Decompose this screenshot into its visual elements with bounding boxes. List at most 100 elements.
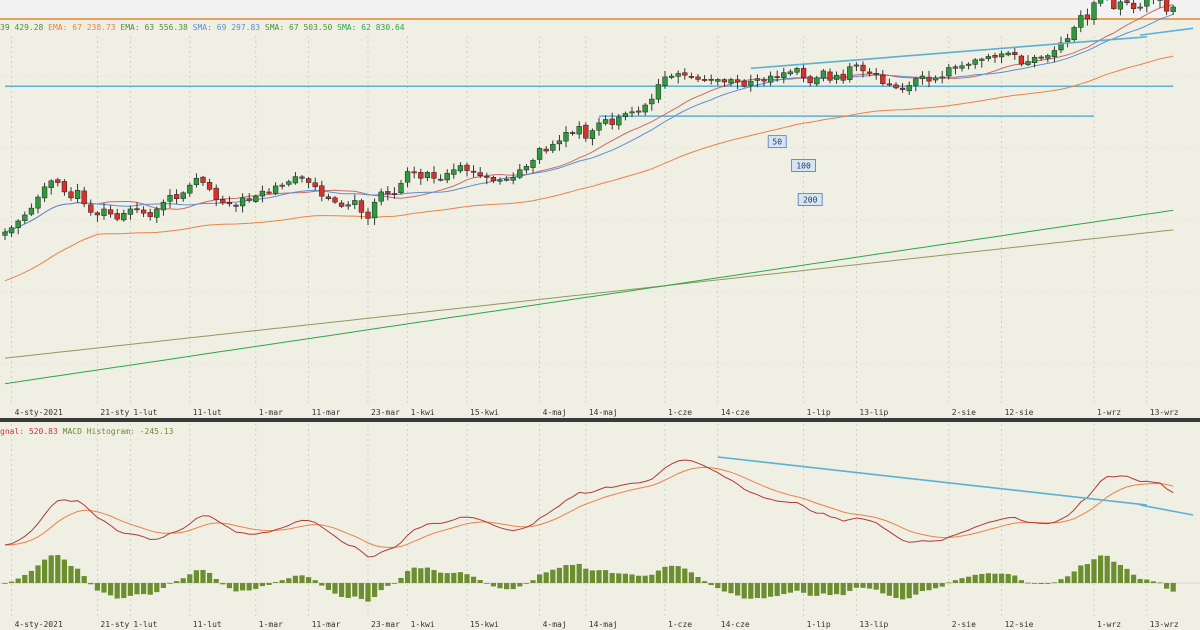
candle-bear bbox=[312, 182, 318, 188]
histogram-bar bbox=[431, 570, 437, 583]
price-x-tick-label: 1-wrz bbox=[1097, 408, 1121, 417]
histogram-bar bbox=[75, 568, 81, 583]
candle-bull bbox=[1064, 38, 1071, 43]
price-x-tick-label: 14-maj bbox=[589, 408, 618, 417]
histogram-bar bbox=[1084, 564, 1090, 583]
candle-bear bbox=[134, 208, 140, 211]
histogram-bar bbox=[1117, 564, 1123, 583]
price-trend-line[interactable] bbox=[1140, 27, 1194, 36]
macd-panel[interactable]: gnal: 520.83 MACD Histogram: -245.13 4-s… bbox=[0, 422, 1200, 630]
histogram-bar bbox=[1157, 582, 1163, 584]
histogram-bar bbox=[1058, 579, 1064, 583]
histogram-bar bbox=[1098, 555, 1104, 583]
macd-x-tick-label: 11-mar bbox=[312, 620, 341, 629]
candle-bear bbox=[893, 84, 899, 89]
histogram-bar bbox=[1104, 555, 1110, 583]
candle-bull bbox=[292, 176, 299, 184]
histogram-bar bbox=[141, 583, 147, 595]
histogram-bar bbox=[147, 583, 153, 595]
histogram-bar bbox=[886, 583, 892, 596]
candle-bear bbox=[477, 172, 483, 176]
candle-bull bbox=[906, 85, 912, 92]
macd-x-tick-label: 2-sie bbox=[952, 620, 976, 629]
candle-bear bbox=[569, 132, 576, 134]
candle-bull bbox=[510, 177, 516, 181]
histogram-bar bbox=[999, 573, 1005, 583]
candle-bear bbox=[464, 164, 470, 171]
price-x-tick-label: 12-sie bbox=[1005, 408, 1034, 417]
macd-trend-line[interactable] bbox=[1140, 504, 1194, 516]
candle-bear bbox=[55, 179, 61, 183]
candle-bear bbox=[391, 193, 398, 195]
histogram-bar bbox=[259, 583, 265, 587]
histogram-bar bbox=[847, 583, 853, 591]
histogram-bar bbox=[1005, 573, 1011, 583]
price-x-tick-label: 1-lut bbox=[133, 408, 157, 417]
price-x-tick-label: 1-kwi bbox=[411, 408, 435, 417]
histogram-bar bbox=[893, 583, 899, 598]
candle-bull bbox=[939, 76, 945, 79]
candle-bear bbox=[800, 68, 807, 78]
histogram-bar bbox=[504, 583, 510, 590]
price-legend-item: SMA: 62 830.64 bbox=[337, 23, 405, 32]
price-trend-line[interactable] bbox=[750, 36, 1147, 70]
histogram-bar bbox=[629, 574, 635, 583]
macd-trend-line[interactable] bbox=[717, 456, 1147, 506]
candle-bull bbox=[121, 212, 127, 221]
candle-bear bbox=[490, 177, 497, 182]
candle-bull bbox=[1031, 57, 1038, 64]
price-x-tick-label: 21-sty bbox=[100, 408, 129, 417]
histogram-bar bbox=[55, 555, 61, 583]
macd-trend-lines[interactable] bbox=[717, 456, 1194, 516]
candle-bull bbox=[748, 80, 754, 86]
histogram-bar bbox=[530, 580, 536, 583]
macd-x-tick-label: 4-maj bbox=[543, 620, 567, 629]
price-x-tick-label: 23-mar bbox=[371, 408, 400, 417]
candle-bear bbox=[140, 209, 147, 214]
candle-bear bbox=[860, 64, 866, 72]
candle-bear bbox=[695, 76, 701, 80]
candle-bull bbox=[2, 231, 8, 236]
histogram-bar bbox=[939, 583, 945, 587]
candle-bull bbox=[662, 76, 668, 86]
candle-bull bbox=[497, 179, 503, 182]
histogram-bar bbox=[391, 583, 397, 584]
candle-bull bbox=[187, 184, 193, 194]
candle-bull bbox=[8, 227, 15, 234]
price-x-tick-label: 4-maj bbox=[543, 408, 567, 417]
histogram-bar bbox=[88, 583, 94, 585]
histogram-bar bbox=[292, 575, 298, 583]
histogram-bar bbox=[233, 583, 239, 592]
candle-bear bbox=[220, 199, 226, 204]
histogram-bar bbox=[596, 570, 602, 583]
candle-bull bbox=[550, 143, 556, 151]
histogram-bar bbox=[919, 583, 925, 592]
candle-bull bbox=[635, 110, 642, 113]
candle-bear bbox=[992, 55, 998, 58]
ma-line-sma-20 bbox=[4, 13, 1174, 233]
price-legend-item: 39 429.28 bbox=[0, 23, 48, 32]
histogram-bar bbox=[741, 583, 747, 599]
histogram-bar bbox=[48, 555, 54, 583]
candle-bear bbox=[1130, 2, 1137, 9]
panel-separator[interactable] bbox=[0, 418, 1200, 422]
candle-bull bbox=[503, 178, 510, 181]
histogram-bar bbox=[794, 583, 800, 591]
price-panel[interactable]: 50 100 200 39 429.28 EMA: 67 238.73 EMA: 6… bbox=[0, 0, 1200, 418]
candle-bear bbox=[246, 198, 252, 201]
histogram-bar bbox=[1131, 574, 1137, 583]
candle-bull bbox=[1137, 6, 1143, 9]
candle-bear bbox=[61, 181, 68, 193]
candle-bear bbox=[1111, 0, 1117, 9]
ma-period-label-box bbox=[791, 159, 816, 172]
histogram-bar bbox=[193, 570, 199, 583]
histogram-bar bbox=[801, 583, 807, 593]
macd-x-tick-label: 12-sie bbox=[1005, 620, 1034, 629]
candle-bull bbox=[972, 59, 978, 65]
price-trend-lines[interactable] bbox=[750, 27, 1194, 70]
candle-bull bbox=[589, 130, 596, 139]
macd-x-tick-label: 21-sty bbox=[100, 620, 129, 629]
price-panel-background bbox=[0, 20, 1200, 418]
ma-line-ema-50 bbox=[4, 55, 1174, 282]
